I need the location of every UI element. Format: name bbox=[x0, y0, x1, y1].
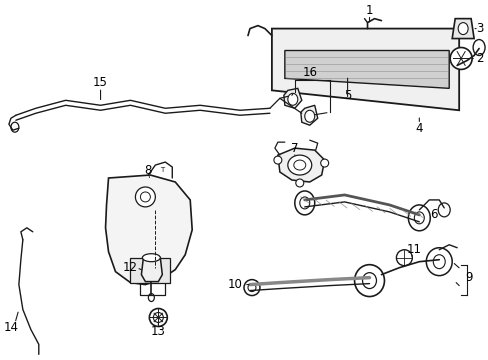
Text: 12: 12 bbox=[122, 261, 138, 274]
Ellipse shape bbox=[437, 203, 449, 217]
Ellipse shape bbox=[295, 179, 303, 187]
Ellipse shape bbox=[148, 293, 154, 302]
Ellipse shape bbox=[153, 312, 163, 323]
Text: 3: 3 bbox=[475, 22, 483, 35]
Ellipse shape bbox=[449, 48, 471, 69]
Ellipse shape bbox=[407, 205, 429, 231]
Text: 2: 2 bbox=[475, 52, 483, 65]
Ellipse shape bbox=[287, 93, 297, 105]
Polygon shape bbox=[130, 258, 170, 283]
Polygon shape bbox=[141, 258, 162, 282]
Ellipse shape bbox=[140, 192, 150, 202]
Ellipse shape bbox=[457, 23, 467, 35]
Ellipse shape bbox=[472, 40, 484, 55]
Text: 7: 7 bbox=[290, 141, 298, 155]
Text: 8: 8 bbox=[144, 163, 152, 176]
Ellipse shape bbox=[247, 284, 255, 292]
Text: 5: 5 bbox=[343, 89, 350, 102]
Ellipse shape bbox=[304, 110, 314, 122]
Text: 4: 4 bbox=[415, 122, 422, 135]
Ellipse shape bbox=[11, 122, 19, 132]
Ellipse shape bbox=[142, 254, 160, 262]
Ellipse shape bbox=[293, 160, 305, 170]
Polygon shape bbox=[285, 50, 448, 88]
Ellipse shape bbox=[413, 212, 424, 224]
Ellipse shape bbox=[299, 197, 309, 209]
Ellipse shape bbox=[287, 155, 311, 175]
Text: 15: 15 bbox=[93, 76, 108, 89]
Ellipse shape bbox=[426, 248, 451, 276]
Ellipse shape bbox=[432, 255, 444, 269]
Polygon shape bbox=[105, 175, 192, 285]
Polygon shape bbox=[271, 28, 458, 110]
Text: 6: 6 bbox=[429, 208, 437, 221]
Text: 9: 9 bbox=[465, 271, 472, 284]
Ellipse shape bbox=[135, 187, 155, 207]
Text: 16: 16 bbox=[302, 66, 317, 79]
Ellipse shape bbox=[362, 273, 376, 289]
Text: 14: 14 bbox=[3, 321, 19, 334]
Ellipse shape bbox=[396, 250, 411, 266]
Polygon shape bbox=[277, 148, 324, 182]
Ellipse shape bbox=[149, 309, 167, 327]
Ellipse shape bbox=[273, 156, 281, 164]
Text: 10: 10 bbox=[227, 278, 242, 291]
Polygon shape bbox=[283, 88, 301, 108]
Polygon shape bbox=[300, 105, 317, 125]
Ellipse shape bbox=[244, 280, 260, 296]
Polygon shape bbox=[451, 19, 473, 39]
Text: T: T bbox=[160, 167, 164, 173]
Ellipse shape bbox=[320, 159, 328, 167]
Text: 1: 1 bbox=[365, 4, 372, 17]
Text: 13: 13 bbox=[151, 325, 165, 338]
Ellipse shape bbox=[294, 191, 314, 215]
Ellipse shape bbox=[354, 265, 384, 297]
Text: 11: 11 bbox=[406, 243, 421, 256]
